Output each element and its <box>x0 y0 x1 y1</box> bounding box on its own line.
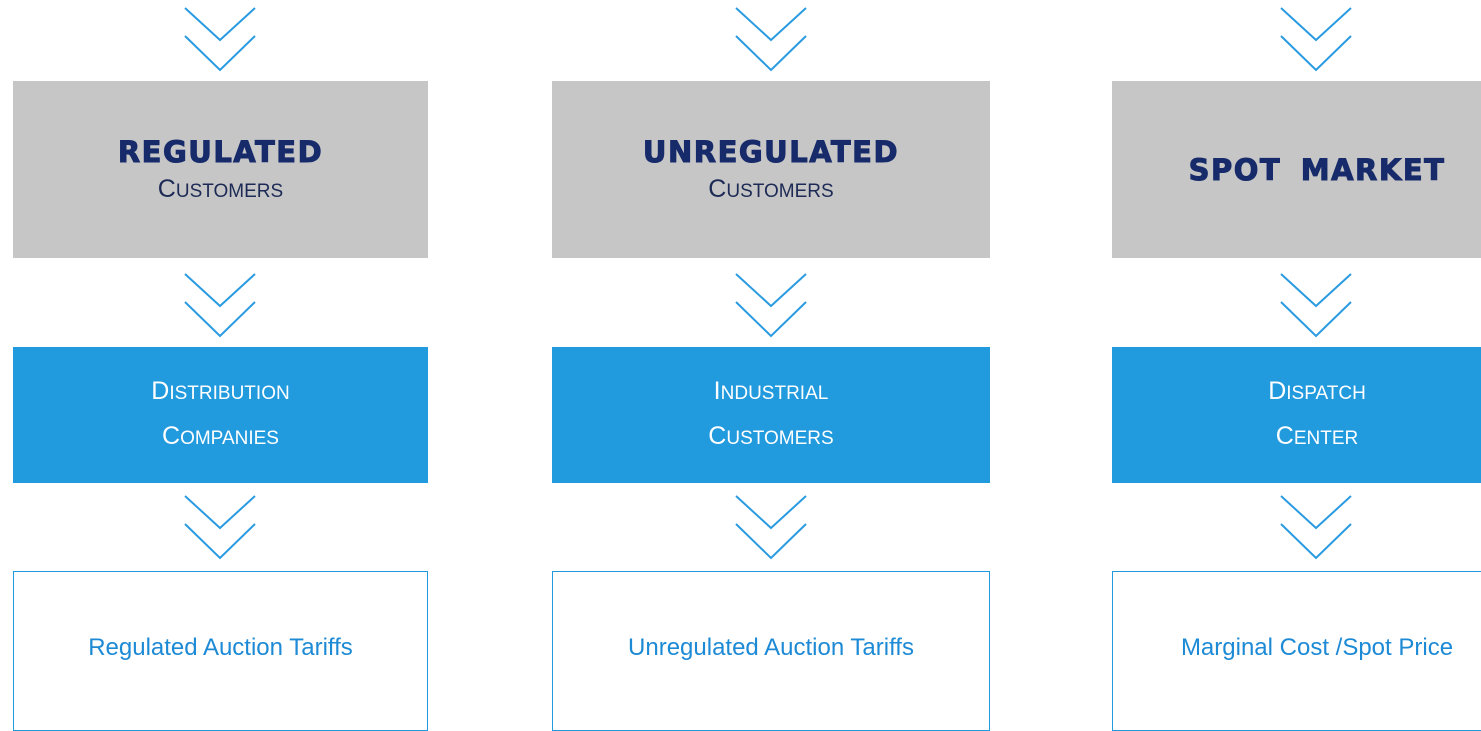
middle-box: DISPATCH CENTER <box>1112 347 1481 483</box>
header-title: UNREGULATED <box>642 135 900 170</box>
middle-line: CENTER <box>1275 422 1359 450</box>
chevron <box>1280 495 1352 560</box>
chevron <box>1280 273 1352 338</box>
result-text: Regulated Auction Tariffs <box>88 634 353 661</box>
result-text: Marginal Cost /Spot Price <box>1180 634 1454 661</box>
header-subtitle: CUSTOMERS <box>157 175 284 203</box>
middle-line: CUSTOMERS <box>708 422 834 450</box>
middle-line: DISPATCH <box>1268 377 1366 405</box>
middle-box: DISTRIBUTION COMPANIES <box>13 347 428 483</box>
chevron <box>735 7 807 72</box>
middle-line: COMPANIES <box>162 422 279 450</box>
chevron <box>735 273 807 338</box>
header-box: UNREGULATED CUSTOMERS <box>552 81 990 258</box>
result-text: Unregulated Auction Tariffs <box>628 634 914 661</box>
header-box: SPOT MARKET <box>1112 81 1481 258</box>
result-box: Marginal Cost /Spot Price <box>1112 571 1481 731</box>
chevron <box>1280 7 1352 72</box>
page: {"columns": [ {"title": "REGULATED", "su… <box>13 7 1481 731</box>
header-title: SPOT MARKET <box>1188 152 1446 187</box>
middle-box: INDUSTRIAL CUSTOMERS <box>552 347 990 483</box>
chevron <box>184 273 256 338</box>
header-title: REGULATED <box>117 135 324 170</box>
chevron <box>184 495 256 560</box>
chevron <box>735 495 807 560</box>
middle-line: INDUSTRIAL <box>713 377 829 405</box>
chevron <box>184 7 256 72</box>
header-box: REGULATED CUSTOMERS <box>13 81 428 258</box>
middle-line: DISTRIBUTION <box>151 377 290 405</box>
result-box: Unregulated Auction Tariffs <box>552 571 990 731</box>
header-subtitle: CUSTOMERS <box>708 175 834 203</box>
result-box: Regulated Auction Tariffs <box>13 571 428 731</box>
